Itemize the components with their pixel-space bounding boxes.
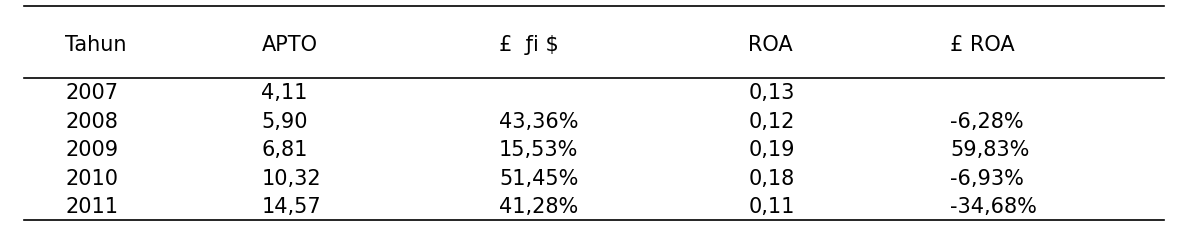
Text: -6,93%: -6,93%	[950, 168, 1024, 188]
Text: 2009: 2009	[65, 140, 119, 160]
Text: 10,32: 10,32	[261, 168, 321, 188]
Text: 14,57: 14,57	[261, 196, 321, 216]
Text: Tahun: Tahun	[65, 35, 127, 55]
Text: 0,18: 0,18	[748, 168, 795, 188]
Text: 15,53%: 15,53%	[499, 140, 579, 160]
Text: 4,11: 4,11	[261, 83, 308, 103]
Text: 0,13: 0,13	[748, 83, 795, 103]
Text: 0,11: 0,11	[748, 196, 795, 216]
Text: 2011: 2011	[65, 196, 119, 216]
Text: 2010: 2010	[65, 168, 119, 188]
Text: 51,45%: 51,45%	[499, 168, 579, 188]
Text: 41,28%: 41,28%	[499, 196, 579, 216]
Text: 2007: 2007	[65, 83, 119, 103]
Text: -6,28%: -6,28%	[950, 111, 1024, 131]
Text: 2008: 2008	[65, 111, 119, 131]
Text: 59,83%: 59,83%	[950, 140, 1030, 160]
Text: £ ROA: £ ROA	[950, 35, 1015, 55]
Text: 0,12: 0,12	[748, 111, 795, 131]
Text: 0,19: 0,19	[748, 140, 795, 160]
Text: £  ƒi $: £ ƒi $	[499, 35, 558, 55]
Text: 5,90: 5,90	[261, 111, 308, 131]
Text: APTO: APTO	[261, 35, 317, 55]
Text: 43,36%: 43,36%	[499, 111, 579, 131]
Text: ROA: ROA	[748, 35, 794, 55]
Text: -34,68%: -34,68%	[950, 196, 1037, 216]
Text: 6,81: 6,81	[261, 140, 308, 160]
